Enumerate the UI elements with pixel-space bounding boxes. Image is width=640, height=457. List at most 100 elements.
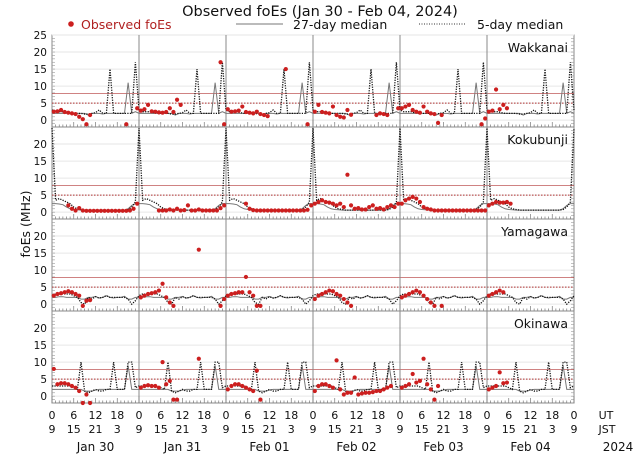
observed-point [229,109,234,114]
observed-point [214,208,220,213]
observed-point [153,383,158,389]
observed-point [345,390,350,395]
observed-point [138,108,143,113]
observed-point [247,387,252,392]
ut-tick-label: 18 [284,409,298,422]
observed-point [84,122,89,127]
observed-point [145,102,151,107]
observed-point [124,122,129,127]
observed-point [254,109,259,114]
jst-tick-label: 3 [201,423,208,436]
observed-point [421,104,426,109]
observed-point [51,293,56,298]
observed-point [406,382,412,387]
observed-point [149,383,154,389]
observed-point [493,87,499,92]
ut-tick-label: 12 [263,409,277,422]
observed-point [62,109,67,115]
observed-point [240,383,245,389]
observed-point [218,303,223,308]
observed-point [359,391,365,396]
observed-point [381,387,386,392]
observed-point [160,110,165,115]
observed-point [309,203,314,208]
y-axis-label: foEs (MHz) [18,191,33,258]
observed-point [443,208,448,213]
ut-tick-label: 6 [157,409,164,422]
observed-point [77,293,82,298]
observed-point [55,109,60,114]
observed-point [414,196,419,201]
observed-point [62,381,67,386]
jst-tick-label: 9 [571,423,578,436]
observed-point [334,358,339,363]
observed-point [403,104,408,109]
observed-point [497,288,502,293]
observed-point [330,385,336,390]
observed-point [486,203,491,208]
jst-tick-label: 21 [350,423,364,436]
observed-point [406,291,412,297]
observed-point [84,298,89,303]
observed-point [316,102,321,107]
observed-point [417,378,423,383]
jst-tick-label: 15 [241,423,255,436]
observed-point [261,208,267,213]
observed-point [135,201,140,206]
observed-point [312,388,317,394]
observed-point [377,111,383,116]
y-tick-label: 5 [40,374,47,386]
observed-point [403,383,408,389]
observed-point [377,388,383,394]
observed-point [280,208,285,213]
observed-point [374,206,379,211]
observed-point [243,109,249,115]
observed-point [142,293,147,298]
observed-point [410,290,415,295]
observed-point [294,208,299,213]
observed-point [327,383,332,389]
legend-median27-label: 27-day median [293,17,387,32]
observed-point [501,200,506,205]
observed-point [490,201,495,206]
observed-point [236,108,241,113]
observed-point [301,208,307,213]
observed-point [171,109,176,115]
observed-point [160,281,165,286]
observed-point [261,112,267,118]
observed-point [435,208,441,213]
observed-point [428,207,433,212]
station-label: Kokubunji [507,132,568,147]
observed-point [102,208,107,213]
observed-point [359,207,365,212]
observed-point [178,208,183,213]
observed-point [330,201,336,206]
observed-point [461,208,466,213]
jst-tick-label: 21 [176,423,190,436]
observed-point [124,208,129,213]
observed-point [356,392,361,397]
observed-point [428,387,433,392]
observed-point [73,385,78,390]
observed-point [432,397,437,402]
observed-point [156,385,162,390]
observed-point [142,383,147,389]
observed-point [367,204,372,210]
observed-point [232,291,238,296]
y-tick-label: 10 [34,265,47,277]
observed-point [171,303,176,308]
observed-point [211,208,216,213]
observed-point [341,296,346,302]
observed-point [374,388,379,394]
observed-point [66,110,71,115]
observed-point [232,382,238,387]
observed-point [131,206,136,211]
observed-point [334,112,339,118]
y-tick-label: 0 [40,391,47,403]
observed-point [258,208,263,213]
station-label: Okinawa [514,316,568,331]
observed-point [319,109,325,115]
observed-point [174,97,180,102]
observed-point [91,208,96,213]
observed-point [66,382,71,387]
